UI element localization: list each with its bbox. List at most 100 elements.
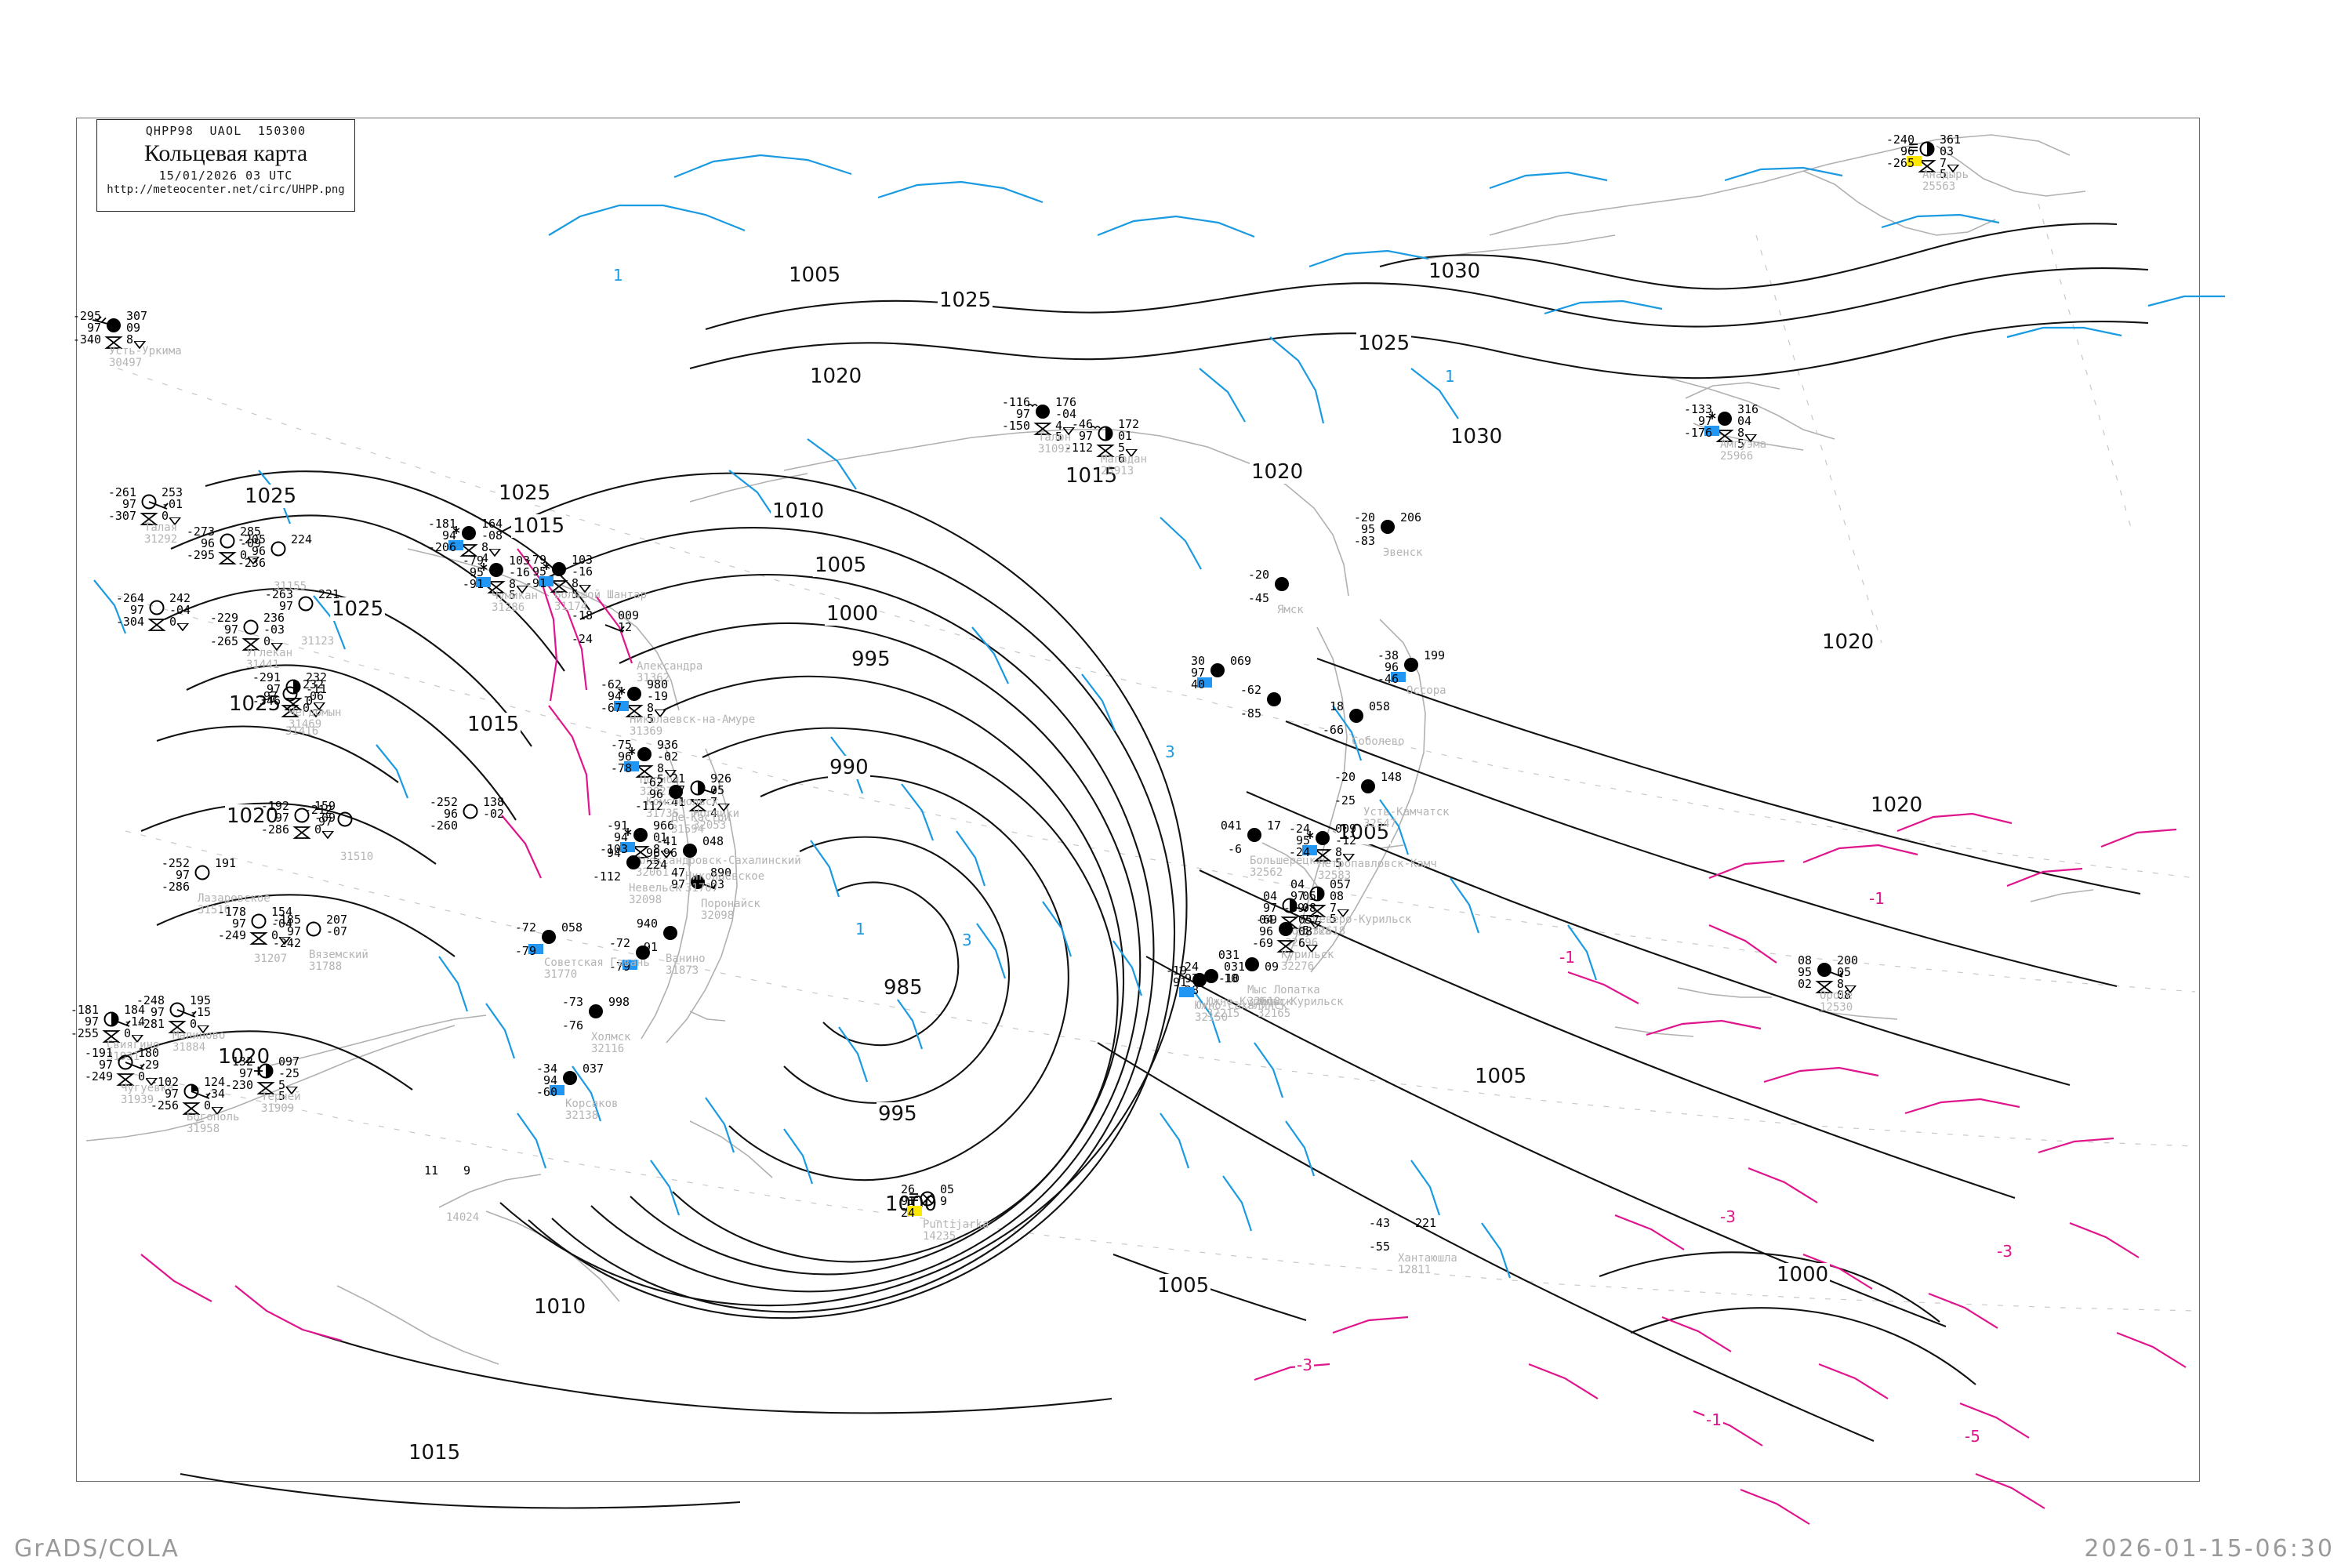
- cloud-type-icon: [517, 586, 529, 594]
- station-field-cl: 5: [647, 712, 655, 726]
- station-field-pp: 05: [940, 1182, 955, 1196]
- station-field-nn: 96: [1900, 144, 1915, 158]
- station-field-td: 24: [900, 1206, 915, 1220]
- station-field-pp: 221: [318, 587, 340, 601]
- station-sky-cover-icon: [292, 808, 311, 839]
- station-field-tt: -41: [655, 834, 677, 848]
- station-field-tt: 04: [1290, 877, 1305, 891]
- station-field-cl: 6: [1118, 452, 1126, 466]
- render-timestamp: 2026-01-15-06:30: [2084, 1535, 2335, 1563]
- station-field-cl: 5: [509, 588, 517, 602]
- station-field-cl: 5: [1737, 437, 1745, 451]
- station-field-pp: 236: [263, 611, 285, 625]
- station-field-tt: -191: [84, 1046, 113, 1060]
- station-id: 32027: [640, 786, 673, 798]
- station-field-td: -6: [1227, 842, 1242, 856]
- station-field-pp: 048: [702, 834, 724, 848]
- station-sky-cover-icon: [463, 804, 478, 819]
- station-field-nn: 97: [278, 599, 293, 613]
- station-field-tt: -20: [1353, 510, 1375, 524]
- station-field-cl: 5: [657, 772, 665, 786]
- station-field-pp: 200: [1837, 953, 1859, 967]
- station-field-hh: 8: [509, 577, 517, 591]
- isobar-label: 1020: [216, 1045, 272, 1069]
- station-field-tt: -240: [1886, 132, 1915, 147]
- station-name: Большой Шантар: [554, 589, 648, 601]
- station-sky-cover-icon: [1349, 709, 1363, 723]
- station-id: 25913: [1101, 465, 1134, 477]
- station-field-tt: -116: [1001, 395, 1030, 409]
- station-name: Ходутка: [1285, 925, 1332, 938]
- isobar-label: 1030: [1427, 260, 1483, 283]
- station-name: Южно-Курильск: [1258, 996, 1344, 1008]
- station-field-hh: 0: [306, 694, 314, 708]
- station-field-hh: 8: [647, 701, 655, 715]
- station-field-hh: 0: [263, 634, 271, 648]
- station-name: Николаевск-на-Амуре: [630, 713, 756, 726]
- station-sky-cover-icon: [633, 632, 650, 649]
- station-id: 31735: [646, 808, 680, 820]
- station-field-pp: 316: [1737, 402, 1759, 416]
- station-field-td: -55: [1368, 1240, 1390, 1254]
- station-sky-cover-icon: [1275, 577, 1289, 591]
- station-field-cl: 5: [1335, 856, 1343, 870]
- station-sky-cover-icon: [241, 619, 260, 651]
- station-id: 31939: [121, 1094, 154, 1106]
- station-field-tt: -205: [237, 532, 266, 546]
- station-sky-cover-icon: [281, 686, 299, 717]
- station-field-nn: 97: [1262, 901, 1277, 915]
- station-precip-marker: [539, 576, 554, 586]
- station-sky-cover-icon: [543, 562, 568, 593]
- station-field-hh: 6: [1298, 936, 1306, 950]
- station-field-pp: 124: [204, 1075, 226, 1089]
- station-sky-cover-icon: [182, 1083, 211, 1115]
- station-field-td: -103: [599, 842, 628, 856]
- station-field-cl: 5: [278, 1089, 286, 1103]
- station-field-td: -230: [224, 1078, 253, 1092]
- station-field-hh: 7: [1330, 901, 1338, 915]
- station-name: Магадан: [1101, 453, 1148, 466]
- station-sky-cover-icon: [140, 494, 169, 525]
- station-precip-marker: [907, 1206, 922, 1216]
- station-sky-cover-icon: [663, 926, 677, 940]
- station-field-pp: 180: [138, 1046, 160, 1060]
- station-id: 14024: [446, 1211, 480, 1224]
- station-sky-cover-icon: [306, 921, 321, 937]
- isobar-label: 1025: [497, 481, 553, 505]
- station-field-aa: -04: [1055, 407, 1077, 421]
- station-field-td: -206: [427, 540, 456, 554]
- station-field-td: -60: [535, 1085, 557, 1099]
- station-name: Чугуевка: [121, 1082, 174, 1094]
- station-name: Мыс Лопатка: [1247, 984, 1320, 996]
- station-field-pp: 172: [1118, 417, 1140, 431]
- station-id: 31362: [637, 672, 670, 684]
- station-field-nn: 96: [1384, 660, 1399, 674]
- station-sky-cover-icon: [92, 316, 123, 349]
- station-field-nn: 97: [129, 603, 144, 617]
- station-name: Советская Гавань: [544, 956, 650, 969]
- station-field-hh: 0: [303, 701, 310, 715]
- station-name: Усть-Камчатск: [1363, 806, 1450, 818]
- station-id: 31707: [685, 882, 719, 895]
- station-field-aa: -25: [278, 1066, 300, 1080]
- station-field-cl: 5: [1940, 167, 1947, 181]
- station-field-td: -242: [272, 936, 301, 950]
- station-name: Чумикан: [492, 590, 539, 602]
- cloud-type-icon: [198, 1025, 210, 1034]
- station-field-pp: 148: [1381, 770, 1403, 784]
- isotherm-label: 1: [612, 266, 625, 285]
- isotherm-label: -5: [1963, 1427, 1982, 1446]
- station-sky-cover-icon: [563, 1071, 577, 1085]
- station-field-tt: -181: [427, 517, 456, 531]
- station-field-aa: -15: [190, 1005, 212, 1019]
- station-field-td: -249: [84, 1069, 113, 1083]
- station-field-tt: -102: [150, 1075, 179, 1089]
- station-id: 32618: [1247, 996, 1281, 1008]
- station-sky-cover-icon: [1909, 141, 1936, 172]
- cloud-type-icon: [132, 1035, 144, 1044]
- station-field-hh: 0: [190, 1017, 198, 1031]
- isobar-label: 1025: [243, 485, 299, 508]
- isobar-label: 990: [828, 756, 870, 779]
- station-field-nn: 96: [662, 846, 677, 860]
